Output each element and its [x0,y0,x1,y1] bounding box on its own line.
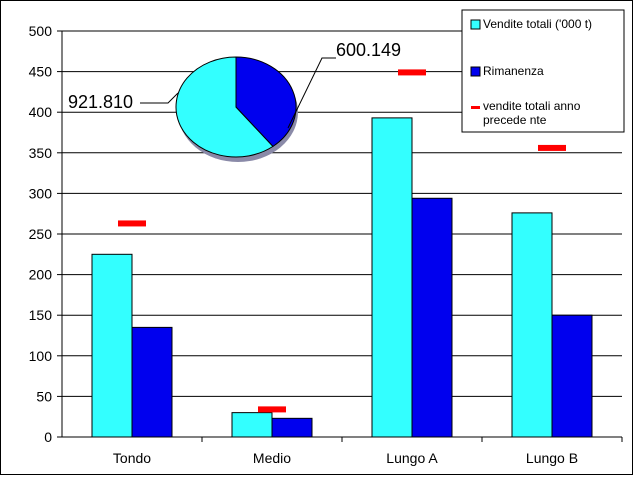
bar-rimanenza [411,197,453,438]
x-category-label: Lungo B [526,450,578,466]
marker-vendite-anno-precedente [398,69,426,76]
bar-vendite-totali [371,117,413,438]
pie-label-vendite: 921.810 [68,92,133,112]
marker-vendite-anno-precedente [538,144,566,151]
legend-swatch [470,66,481,77]
legend-swatch [470,19,481,30]
y-tick-label: 500 [29,23,53,39]
legend-box [461,9,625,133]
y-tick-label: 100 [29,348,53,364]
y-tick-label: 0 [44,429,52,445]
pie-slice-rimanenza [235,56,297,148]
x-category-label: Tondo [113,450,151,466]
bar-vendite-totali [231,412,273,438]
pie-leader-line [140,92,179,104]
bar-rimanenza [271,417,313,438]
x-category-label: Medio [253,450,291,466]
y-tick-label: 150 [29,307,53,323]
x-category-label: Lungo A [386,450,438,466]
legend-label: Vendite totali ('000 t) [483,17,592,31]
legend-swatch [471,106,480,109]
pie-slice-vendite [175,56,274,158]
y-tick-label: 400 [29,104,53,120]
y-tick-label: 300 [29,185,53,201]
y-tick-label: 200 [29,267,53,283]
y-tick-label: 50 [36,388,52,404]
pie-leader-line [287,57,336,129]
bar-vendite-totali [511,212,553,438]
bar-rimanenza [131,326,173,438]
marker-vendite-anno-precedente [118,220,146,227]
pie-label-rimanenza: 600.149 [336,40,401,60]
y-tick-label: 350 [29,145,53,161]
y-tick-label: 250 [29,226,53,242]
y-tick-label: 450 [29,64,53,80]
legend-label: vendite totali anno precede nte [483,99,581,127]
bar-rimanenza [551,314,593,438]
bar-vendite-totali [91,253,133,438]
marker-vendite-anno-precedente [258,406,286,413]
legend-label: Rimanenza [483,64,544,78]
